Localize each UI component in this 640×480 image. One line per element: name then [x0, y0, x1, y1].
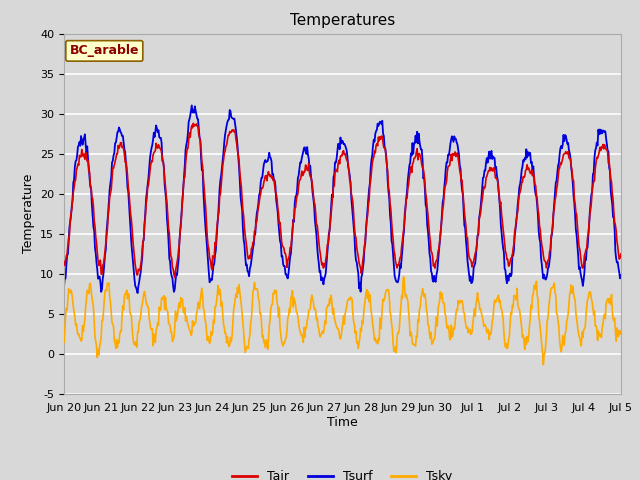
Legend: Tair, Tsurf, Tsky: Tair, Tsurf, Tsky [227, 465, 458, 480]
Title: Temperatures: Temperatures [290, 13, 395, 28]
X-axis label: Time: Time [327, 416, 358, 429]
Text: BC_arable: BC_arable [70, 44, 139, 58]
Y-axis label: Temperature: Temperature [22, 174, 35, 253]
